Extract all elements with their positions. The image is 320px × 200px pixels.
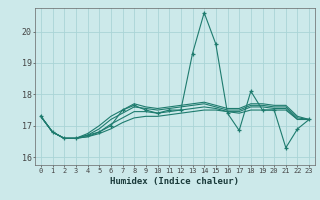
X-axis label: Humidex (Indice chaleur): Humidex (Indice chaleur) xyxy=(110,177,239,186)
